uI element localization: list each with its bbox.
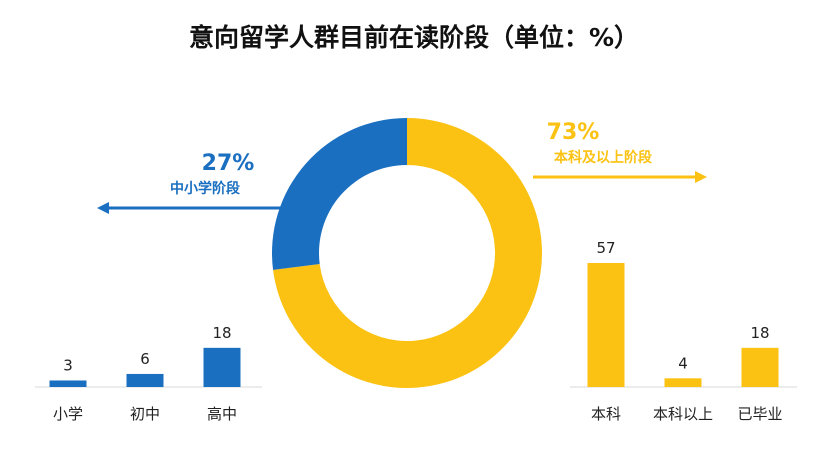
right-category-label: 已毕业	[737, 405, 782, 423]
right-group-percent: 73%	[547, 120, 600, 145]
right-value-label: 4	[678, 354, 688, 372]
left-bar	[203, 347, 241, 387]
right-arrow	[533, 171, 707, 183]
left-group-percent: 27%	[202, 151, 255, 176]
right-value-label: 57	[596, 239, 615, 257]
left-bar	[126, 373, 164, 387]
right-category-label: 本科以上	[653, 405, 713, 423]
right-group-label: 本科及以上阶段	[554, 149, 652, 166]
left-category-label: 初中	[130, 405, 160, 423]
left-category-label: 高中	[207, 405, 237, 423]
right-value-label: 18	[750, 324, 769, 342]
left-category-label: 小学	[53, 405, 83, 423]
right-bar	[664, 378, 702, 387]
left-value-label: 6	[140, 350, 150, 368]
left-bar	[49, 380, 87, 387]
chart-title: 意向留学人群目前在读阶段（单位：%）	[189, 23, 639, 52]
right-bar	[741, 347, 779, 387]
left-group-label: 中小学阶段	[170, 180, 240, 197]
left-arrow	[97, 202, 282, 214]
donut-chart	[272, 118, 542, 388]
right-bar	[587, 263, 625, 387]
left-value-label: 18	[212, 324, 231, 342]
left-bar-chart: 3 小学 6 初中 18 高中	[35, 324, 262, 423]
right-bar-chart: 57 本科 4 本科以上 18 已毕业	[570, 239, 797, 423]
donut-slice-undergrad-and-above	[273, 118, 542, 388]
right-category-label: 本科	[591, 405, 621, 423]
donut-slice-primary-secondary-school	[272, 118, 407, 270]
left-value-label: 3	[63, 356, 73, 374]
